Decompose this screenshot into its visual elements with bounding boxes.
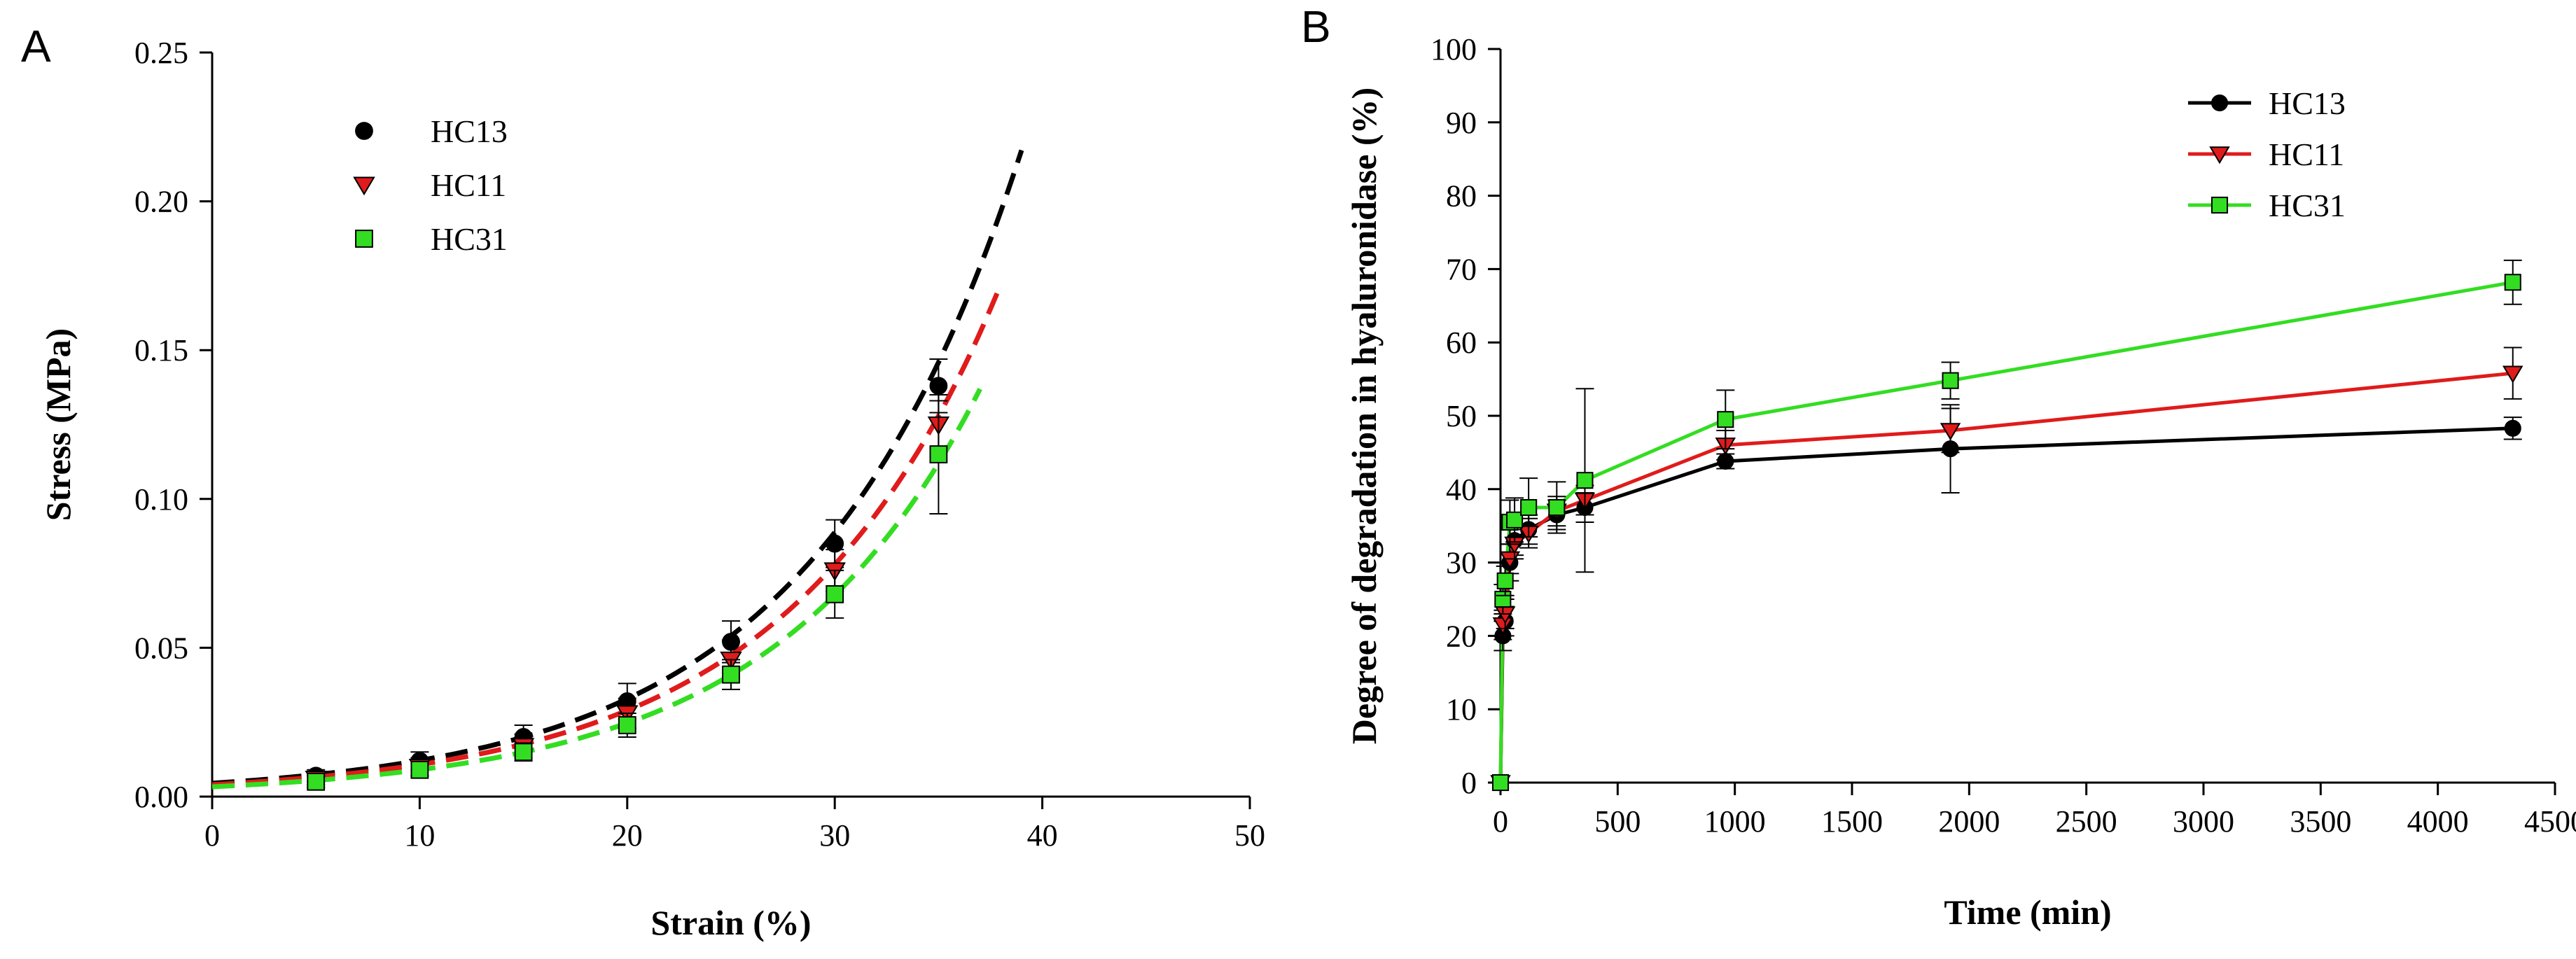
x-tick-label: 50	[1234, 818, 1265, 853]
y-tick-label: 50	[1446, 399, 1477, 433]
panel-a-axes: 0 10 20 30 40 50 0.00 0.05 0.10 0.15 0.20 0.25	[134, 36, 1265, 853]
legend-label-hc11: HC11	[431, 167, 506, 203]
panel-a-legend: HC13 HC11 HC31	[353, 113, 508, 257]
data-point-hc31	[1494, 590, 1512, 608]
data-point-hc13	[929, 377, 948, 396]
data-point-hc31	[1496, 572, 1514, 589]
y-tick-label: 70	[1446, 252, 1477, 286]
x-tick-label: 30	[819, 818, 850, 853]
legend-label-hc31: HC31	[431, 221, 508, 257]
x-tick-label: 2000	[1938, 804, 2000, 839]
y-tick-label: 90	[1446, 106, 1477, 140]
x-tick-label: 40	[1027, 818, 1058, 853]
legend-marker-hc31	[355, 230, 373, 248]
panel-a-data-marks	[305, 358, 950, 791]
panel-b-series-lines	[1498, 280, 2514, 783]
series-line-hc31	[1498, 280, 2514, 783]
panel-b-x-axis-title: Time (min)	[1944, 892, 2111, 932]
x-tick-label: 500	[1594, 804, 1641, 839]
legend-label-hc31: HC31	[2269, 188, 2346, 223]
panel-a-fit-curves	[211, 149, 1024, 790]
y-tick-label: 0.20	[134, 185, 188, 219]
panel-a-y-axis-title: Stress (MPa)	[39, 328, 78, 521]
data-point-hc31	[1506, 511, 1524, 528]
y-tick-label: 40	[1446, 472, 1477, 507]
legend-marker-hc11	[353, 176, 375, 196]
x-tick-label: 3500	[2290, 804, 2351, 839]
legend-marker-hc11	[2209, 146, 2230, 164]
y-tick-label: 0.15	[134, 333, 188, 368]
panel-a-letter: A	[21, 21, 51, 71]
data-point-hc31	[514, 743, 533, 762]
data-point-hc31	[826, 584, 844, 603]
y-tick-label: 10	[1446, 692, 1477, 727]
data-point-hc31	[1491, 774, 1510, 792]
data-point-hc31	[2504, 274, 2521, 291]
x-tick-label: 0	[1493, 804, 1508, 839]
legend-label-hc11: HC11	[2269, 136, 2344, 172]
data-point-hc11	[1940, 423, 1961, 441]
data-point-hc31	[1548, 498, 1566, 517]
panel-b-legend: HC13 HC11 HC31	[2188, 85, 2346, 223]
data-point-hc31	[1520, 498, 1538, 517]
x-tick-label: 3000	[2173, 804, 2234, 839]
series-line-hc13	[1498, 426, 2513, 783]
data-point-hc11	[2502, 365, 2523, 384]
x-tick-label: 0	[204, 818, 220, 853]
x-tick-label: 1000	[1704, 804, 1766, 839]
data-point-hc31	[722, 665, 740, 684]
y-tick-label: 0.05	[134, 631, 188, 665]
data-point-hc31	[1717, 411, 1734, 428]
data-point-hc31	[1576, 472, 1594, 489]
data-point-hc13	[2504, 419, 2521, 437]
legend-label-hc13: HC13	[431, 113, 508, 149]
y-tick-label: 100	[1430, 32, 1477, 66]
legend-marker-hc13	[355, 122, 373, 140]
y-tick-label: 30	[1446, 546, 1477, 580]
x-tick-label: 10	[404, 818, 435, 853]
y-tick-label: 0	[1461, 766, 1477, 800]
data-point-hc31	[307, 772, 326, 791]
panel-a-x-axis-title: Strain (%)	[650, 903, 811, 942]
data-point-hc31	[1942, 372, 1959, 389]
legend-marker-hc13	[2211, 94, 2229, 112]
panel-b-data-marks	[1490, 259, 2523, 793]
panel-b-y-axis-title: Degree of degradation in hyaluronidase (…	[1344, 88, 1384, 744]
panel-b-letter: B	[1301, 1, 1331, 52]
y-tick-label: 0.25	[134, 36, 188, 70]
y-tick-label: 20	[1446, 619, 1477, 653]
data-point-hc31	[410, 760, 429, 779]
legend-label-hc13: HC13	[2269, 85, 2346, 121]
y-tick-label: 80	[1446, 179, 1477, 214]
y-tick-label: 0.00	[134, 780, 188, 814]
y-tick-label: 60	[1446, 326, 1477, 360]
x-tick-label: 1500	[1821, 804, 1883, 839]
data-point-hc31	[929, 445, 948, 463]
x-tick-label: 4000	[2407, 804, 2469, 839]
fit-curve-hc31	[211, 388, 982, 790]
y-tick-label: 0.10	[134, 482, 188, 517]
fit-curve-hc11	[211, 283, 1003, 788]
legend-marker-hc31	[2211, 196, 2229, 214]
fit-curve-hc13	[211, 149, 1024, 786]
data-point-hc31	[618, 716, 636, 734]
x-tick-label: 20	[612, 818, 643, 853]
x-tick-label: 2500	[2056, 804, 2117, 839]
panel-a-stress-strain-chart: A 0 10 20 30 40 50 0.00 0.05 0.10 0.15 0.20 0.25 HC…	[21, 21, 1265, 942]
